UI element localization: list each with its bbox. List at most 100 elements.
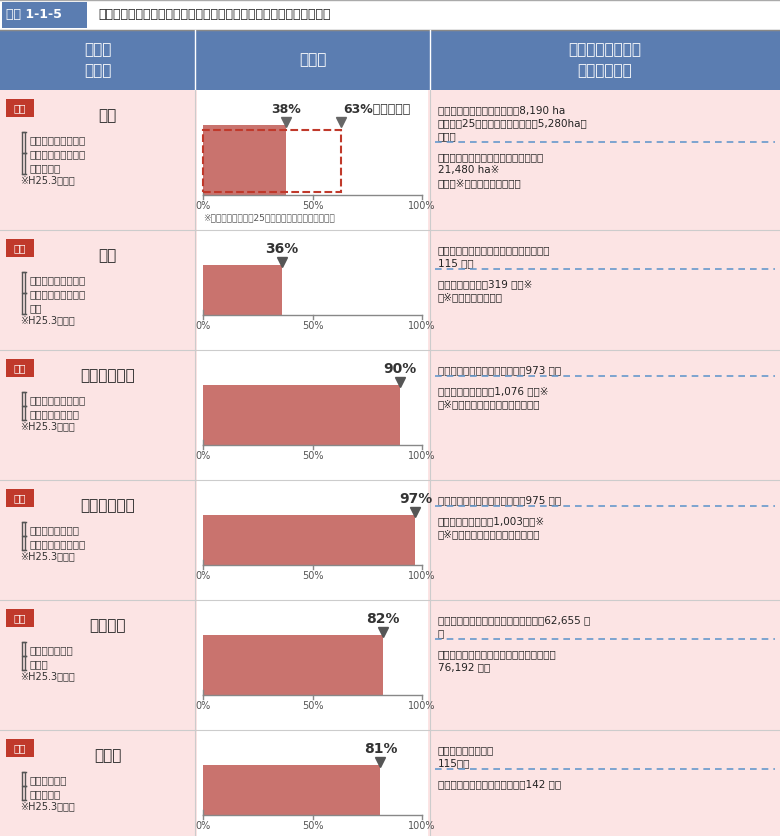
Bar bbox=[197, 600, 428, 730]
Text: た養殖漁場の割合: た養殖漁場の割合 bbox=[30, 409, 80, 419]
Text: した定置漁場の割合: した定置漁場の割合 bbox=[30, 539, 87, 549]
Text: 97%: 97% bbox=[399, 492, 432, 506]
Bar bbox=[6, 489, 34, 507]
Text: 面積の割合: 面積の割合 bbox=[30, 163, 62, 173]
Text: がれき撤去が完了: がれき撤去が完了 bbox=[30, 525, 80, 535]
Text: の割合: の割合 bbox=[30, 659, 48, 669]
Bar bbox=[6, 609, 34, 627]
Text: 被災した漁港数　319 漁港※: 被災した漁港数 319 漁港※ bbox=[438, 279, 533, 289]
Text: 0%: 0% bbox=[195, 701, 211, 711]
Text: ※再流入による追加箇所数を含む: ※再流入による追加箇所数を含む bbox=[438, 529, 541, 539]
Bar bbox=[0, 600, 780, 730]
Text: 陸揚げ岸壁の機能が: 陸揚げ岸壁の機能が bbox=[30, 275, 87, 285]
Text: 営農再開が可能な農地面積　8,190 ha: 営農再開が可能な農地面積 8,190 ha bbox=[438, 105, 566, 115]
Text: 設: 設 bbox=[438, 628, 445, 638]
Text: 養殖施設: 養殖施設 bbox=[89, 619, 126, 634]
Bar bbox=[0, 480, 780, 600]
Text: 対する営農再開可能: 対する営農再開可能 bbox=[30, 149, 87, 159]
Text: 0%: 0% bbox=[195, 571, 211, 581]
Text: 復旧の割合: 復旧の割合 bbox=[30, 789, 62, 799]
Bar bbox=[6, 99, 34, 117]
Text: ※旧警戒区域等を含む: ※旧警戒区域等を含む bbox=[438, 178, 522, 188]
Bar bbox=[0, 90, 780, 230]
Text: 90%: 90% bbox=[384, 362, 417, 376]
Text: 大型定置網の復旧数: 大型定置網の復旧数 bbox=[438, 745, 495, 755]
Text: 36%: 36% bbox=[265, 242, 299, 256]
Text: がれき撤去が完了した箇所数　975 箇所: がれき撤去が完了した箇所数 975 箇所 bbox=[438, 495, 561, 505]
Bar bbox=[203, 130, 341, 192]
Text: 50%: 50% bbox=[302, 451, 323, 461]
Text: 大型定置網の: 大型定置網の bbox=[30, 775, 68, 785]
Text: 完了: 完了 bbox=[14, 613, 27, 623]
Text: 0%: 0% bbox=[195, 451, 211, 461]
Bar bbox=[197, 730, 428, 836]
Text: 38%: 38% bbox=[271, 103, 301, 116]
Text: 21,480 ha※: 21,480 ha※ bbox=[438, 165, 499, 175]
Text: ※H25.3末時点: ※H25.3末時点 bbox=[20, 801, 75, 811]
Text: 50%: 50% bbox=[302, 821, 323, 831]
Text: 完了: 完了 bbox=[14, 743, 27, 753]
Text: 115 漁港: 115 漁港 bbox=[438, 258, 473, 268]
Text: 図表 1-1-5: 図表 1-1-5 bbox=[6, 8, 62, 22]
Text: 農地: 農地 bbox=[98, 109, 117, 124]
Text: 0%: 0% bbox=[195, 321, 211, 331]
Text: 進捗率: 進捗率 bbox=[299, 53, 326, 68]
Text: 完了: 完了 bbox=[14, 243, 27, 253]
Bar bbox=[197, 230, 428, 350]
Text: 津波被災農地面積に: 津波被災農地面積に bbox=[30, 135, 87, 145]
Text: 100%: 100% bbox=[408, 321, 436, 331]
Text: ※再流入による追加箇所数を含む: ※再流入による追加箇所数を含む bbox=[438, 399, 541, 409]
Bar bbox=[197, 480, 428, 600]
Text: 完了: 完了 bbox=[14, 363, 27, 373]
Bar bbox=[203, 765, 381, 815]
Bar bbox=[203, 635, 382, 695]
Text: 養殖業再開希望者の施設数（岩手・宮城）: 養殖業再開希望者の施設数（岩手・宮城） bbox=[438, 649, 557, 659]
Text: 実施中: 実施中 bbox=[438, 131, 457, 141]
Bar bbox=[203, 265, 282, 315]
Bar bbox=[197, 350, 428, 480]
Text: ※H25.3末時点: ※H25.3末時点 bbox=[20, 551, 75, 561]
Text: ※H25.3末時点: ※H25.3末時点 bbox=[20, 421, 75, 431]
Text: 100%: 100% bbox=[408, 821, 436, 831]
Text: 養殖施設の復旧: 養殖施設の復旧 bbox=[30, 645, 74, 655]
Bar bbox=[0, 0, 780, 30]
Text: 全て回復した漁港の: 全て回復した漁港の bbox=[30, 289, 87, 299]
Bar bbox=[203, 515, 416, 565]
Text: 定置網: 定置網 bbox=[94, 748, 121, 763]
Text: 漁場（定置）: 漁場（定置） bbox=[80, 498, 135, 513]
Bar bbox=[6, 739, 34, 757]
Bar bbox=[2, 2, 87, 28]
Text: ※見込みとは、平成25年度に作付け可能となる割合: ※見込みとは、平成25年度に作付け可能となる割合 bbox=[203, 213, 335, 222]
Bar bbox=[0, 30, 780, 90]
Text: 50%: 50% bbox=[302, 701, 323, 711]
Bar bbox=[0, 350, 780, 480]
Text: 82%: 82% bbox=[366, 612, 399, 626]
Text: 100%: 100% bbox=[408, 571, 436, 581]
Text: 項　目
指標名: 項 目 指標名 bbox=[83, 42, 112, 78]
Text: 加えて、25年度営農再開に向けて5,280haで: 加えて、25年度営農再開に向けて5,280haで bbox=[438, 118, 588, 128]
Text: がれき撤去が完了した箇所数　973 箇所: がれき撤去が完了した箇所数 973 箇所 bbox=[438, 365, 561, 375]
Text: 大型定置網の操業再開希望数　142 箇所: 大型定置網の操業再開希望数 142 箇所 bbox=[438, 779, 561, 789]
Text: 復旧・復興の状況
／被害の状況: 復旧・復興の状況 ／被害の状況 bbox=[569, 42, 641, 78]
Bar bbox=[197, 90, 428, 230]
Text: 100%: 100% bbox=[408, 201, 436, 211]
Text: ※H25.3末時点: ※H25.3末時点 bbox=[20, 315, 75, 325]
Text: 50%: 50% bbox=[302, 201, 323, 211]
Bar bbox=[6, 359, 34, 377]
Bar bbox=[203, 385, 400, 445]
Text: 陸揚げ岸壁の機能が全て回復した漁港数: 陸揚げ岸壁の機能が全て回復した漁港数 bbox=[438, 245, 551, 255]
Text: 50%: 50% bbox=[302, 321, 323, 331]
Text: 漁場（養殖）: 漁場（養殖） bbox=[80, 369, 135, 384]
Bar bbox=[0, 230, 780, 350]
Text: 復旧した養殖施設数（岩手・宮城）　62,655 施: 復旧した養殖施設数（岩手・宮城） 62,655 施 bbox=[438, 615, 590, 625]
Text: 0%: 0% bbox=[195, 201, 211, 211]
Text: 割合: 割合 bbox=[30, 303, 42, 313]
Text: 100%: 100% bbox=[408, 451, 436, 461]
Text: ※H25.3末時点: ※H25.3末時点 bbox=[20, 671, 75, 681]
Text: 0%: 0% bbox=[195, 821, 211, 831]
Text: 完了: 完了 bbox=[14, 103, 27, 113]
Text: 津波被災農地面積（青森県〜千葉県）: 津波被災農地面積（青森県〜千葉県） bbox=[438, 152, 544, 162]
Text: 115箇所: 115箇所 bbox=[438, 758, 470, 768]
Text: 63%（見込み）: 63%（見込み） bbox=[343, 103, 410, 116]
Text: ※警戒区域等を含む: ※警戒区域等を含む bbox=[438, 292, 503, 302]
